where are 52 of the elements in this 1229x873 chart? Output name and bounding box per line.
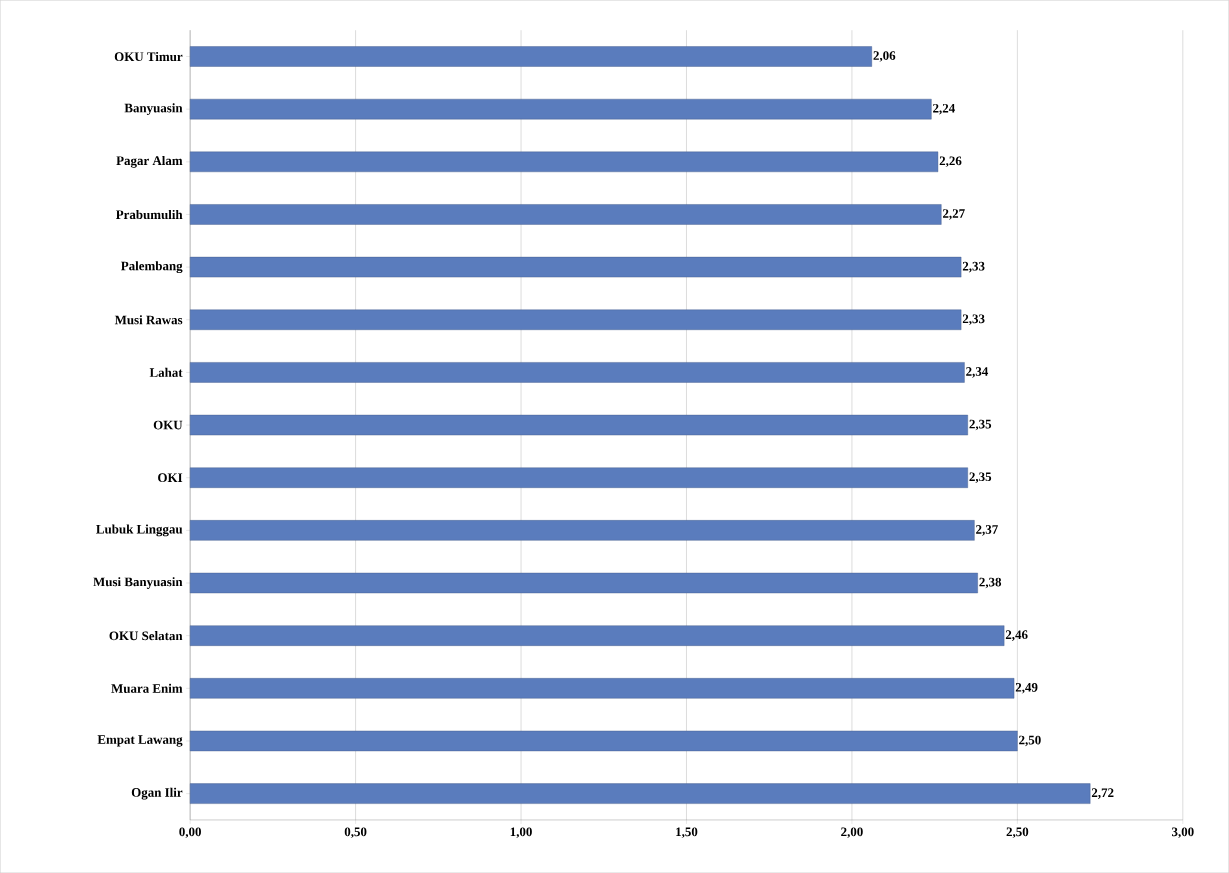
bar	[189, 98, 932, 120]
x-tick-label: 3,00	[1171, 827, 1194, 839]
y-tick-label: Empat Lawang	[97, 735, 183, 747]
x-tick-label: 2,00	[841, 827, 863, 839]
y-tick-label: Musi Rawas	[114, 315, 183, 325]
bar	[189, 256, 962, 278]
x-tick-label: 0,50	[344, 827, 367, 839]
bar	[189, 309, 962, 330]
y-tick-label: OKU Selatan	[109, 631, 183, 641]
y-tick-label: Muara Enim	[111, 683, 183, 693]
data-label: 2,49	[1015, 682, 1038, 694]
y-tick-label: OKU	[153, 420, 183, 430]
y-tick-label: OKU Timur	[114, 51, 183, 62]
y-tick-label: OKI	[158, 473, 183, 483]
bar	[189, 151, 939, 172]
data-label: 2,06	[873, 51, 896, 62]
data-label: 2,38	[979, 577, 1002, 589]
data-label: 2,33	[962, 314, 985, 325]
x-tick-label: 1,50	[676, 827, 698, 839]
data-label: 2,37	[976, 525, 998, 536]
bar	[189, 625, 1005, 646]
y-tick-label: Pagar Alam	[116, 155, 183, 168]
data-label: 2,35	[969, 419, 992, 431]
data-label: 2,46	[1005, 630, 1028, 641]
bar	[189, 467, 968, 488]
data-label: 2,27	[943, 209, 965, 220]
y-tick-label: Musi Banyuasin	[93, 577, 183, 589]
y-tick-label: Prabumulih	[115, 209, 183, 219]
bar	[189, 730, 1018, 752]
data-label: 2,72	[1091, 788, 1114, 799]
bar	[189, 520, 975, 541]
bar	[189, 572, 978, 594]
bar	[189, 362, 965, 383]
bar	[189, 414, 968, 436]
y-tick-label: Lubuk Linggau	[96, 524, 183, 537]
data-label: 2,26	[939, 156, 962, 168]
bar	[189, 678, 1015, 699]
x-tick-label: 0,00	[179, 827, 201, 839]
bar	[189, 204, 942, 225]
x-tick-label: 1,00	[510, 827, 532, 839]
x-tick-label: 2,50	[1006, 827, 1029, 839]
data-label: 2,24	[933, 103, 955, 115]
data-label: 2,34	[966, 367, 989, 378]
bar	[189, 46, 872, 67]
y-tick-label: Banyuasin	[124, 103, 183, 116]
y-tick-label: Lahat	[149, 367, 183, 377]
data-label: 2,35	[969, 472, 992, 483]
y-tick-label: Ogan Ilir	[131, 787, 183, 800]
data-label: 2,50	[1019, 735, 1041, 747]
data-label: 2,33	[962, 261, 985, 273]
bar	[189, 783, 1091, 804]
y-tick-label: Palembang	[120, 261, 183, 273]
